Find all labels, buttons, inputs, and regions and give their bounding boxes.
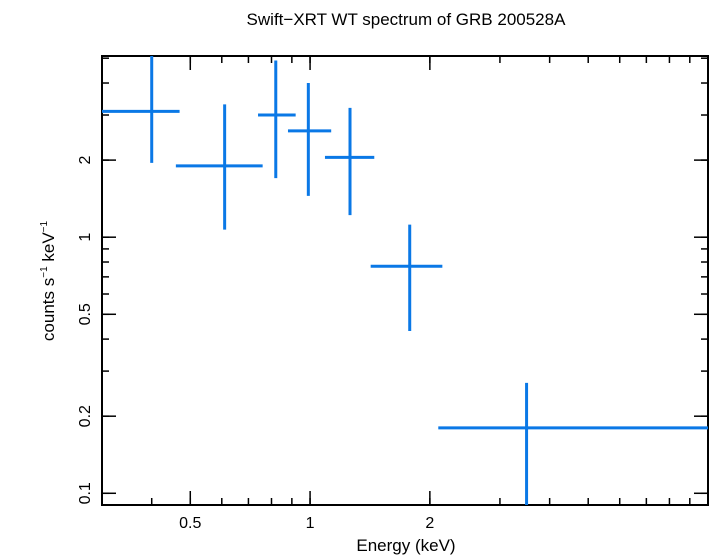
chart-title: Swift−XRT WT spectrum of GRB 200528A — [247, 10, 567, 29]
x-tick-label: 0.5 — [179, 515, 201, 532]
y-tick-label: 0.5 — [77, 303, 94, 325]
axis-tick-labels: 0.5 1 2 0.1 0.2 0.5 1 2 — [77, 156, 434, 532]
data-series — [102, 56, 708, 505]
y-axis-label-mid: keV — [39, 232, 58, 267]
data-point-7 — [438, 382, 708, 505]
data-point-1 — [102, 56, 180, 163]
x-tick-label: 2 — [425, 515, 434, 532]
data-point-2 — [175, 104, 263, 230]
x-tick-label: 1 — [306, 515, 315, 532]
data-point-4 — [287, 83, 332, 196]
y-axis-label-exp1: −1 — [39, 266, 50, 278]
y-tick-label: 1 — [77, 233, 94, 242]
axis-ticks — [101, 56, 708, 505]
data-point-3 — [258, 60, 296, 179]
y-tick-label: 0.1 — [77, 482, 94, 504]
y-tick-label: 2 — [77, 156, 94, 165]
plot-frame — [101, 55, 709, 506]
data-point-5 — [324, 107, 375, 216]
y-tick-label: 0.2 — [77, 405, 94, 427]
y-axis-label: counts s−1 keV−1 — [39, 220, 58, 341]
x-axis-label: Energy (keV) — [356, 536, 455, 555]
y-axis-label-exp2: −1 — [39, 220, 50, 232]
y-axis-label-main: counts s — [39, 278, 58, 341]
data-point-6 — [370, 224, 443, 332]
